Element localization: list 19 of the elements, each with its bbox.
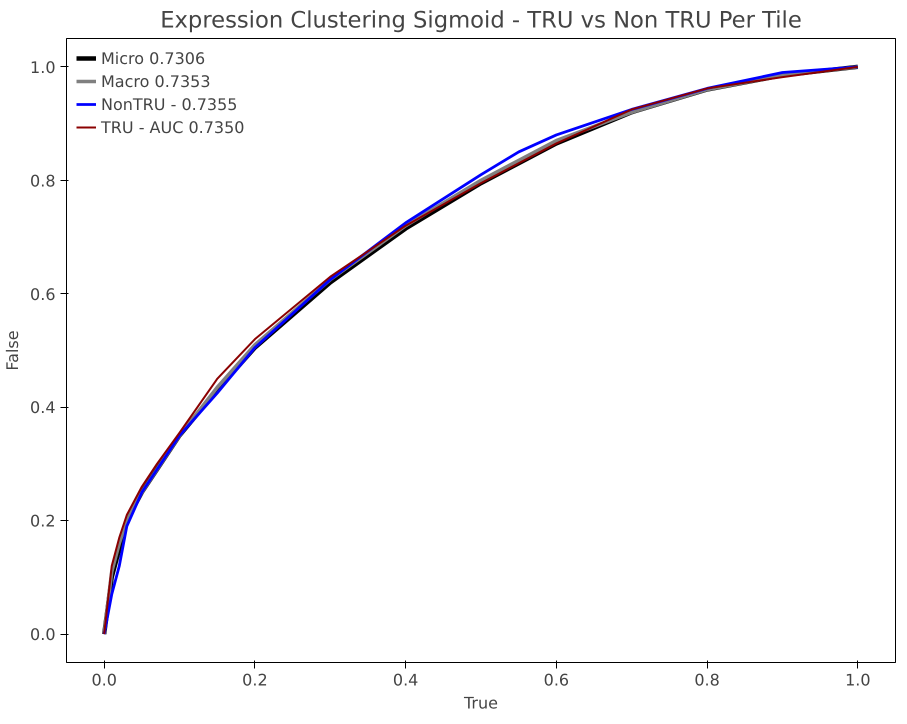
legend-label: Macro 0.7353 bbox=[101, 72, 210, 90]
y-tick-label: 1.0 bbox=[30, 58, 56, 77]
y-tick-label: 0.6 bbox=[30, 284, 56, 304]
y-axis-title: False bbox=[3, 330, 22, 371]
x-tick-label: 0.8 bbox=[694, 670, 720, 690]
y-tick-label: 0.8 bbox=[30, 171, 56, 190]
legend-label: TRU - AUC 0.7350 bbox=[101, 118, 244, 136]
x-tick-label: 0.0 bbox=[91, 670, 117, 690]
x-tick-label: 0.6 bbox=[544, 670, 570, 690]
legend-label: Micro 0.7306 bbox=[101, 48, 206, 68]
x-tick-label: 0.4 bbox=[392, 670, 418, 690]
y-tick-label: 0.0 bbox=[30, 625, 56, 644]
legend-label: NonTRU - 0.7355 bbox=[101, 94, 238, 114]
y-tick-label: 0.4 bbox=[30, 398, 56, 418]
x-tick-label: 1.0 bbox=[845, 670, 871, 690]
x-axis-title: True bbox=[463, 694, 498, 712]
chart-title: Expression Clustering Sigmoid - TRU vs Non TRU Per Tile bbox=[160, 8, 802, 34]
x-tick-label: 0.2 bbox=[242, 670, 268, 690]
y-tick-label: 0.2 bbox=[30, 512, 56, 531]
